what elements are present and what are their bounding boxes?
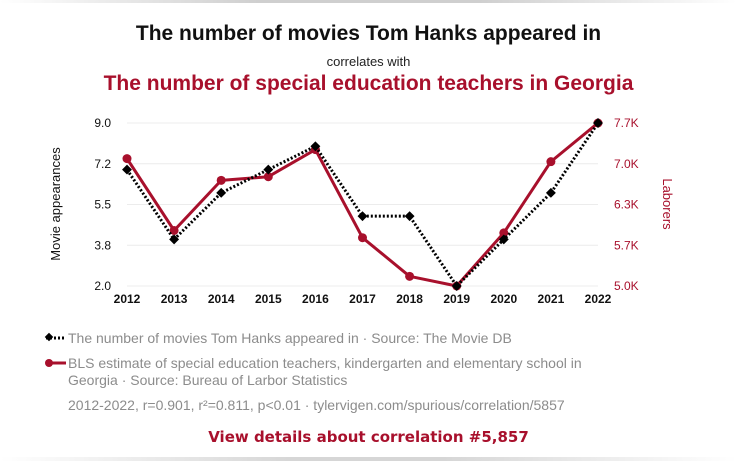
data-point-movies[interactable] <box>310 141 321 152</box>
right-tick-label: 5.0K <box>614 279 639 293</box>
right-axis-label: Laborers <box>660 178 675 230</box>
chart-grid <box>127 122 598 287</box>
left-tick-label: 3.8 <box>94 238 111 252</box>
data-point-movies[interactable] <box>263 164 274 175</box>
data-point-teachers[interactable] <box>216 175 226 185</box>
data-point-movies[interactable] <box>169 234 180 245</box>
x-tick-label: 2017 <box>349 292 376 306</box>
legend-swatch-teachers-icon <box>45 359 66 367</box>
right-tick-label: 7.7K <box>614 116 639 130</box>
x-tick-label: 2021 <box>538 292 565 306</box>
right-tick-label: 7.0K <box>614 157 639 171</box>
data-point-teachers[interactable] <box>546 157 556 167</box>
data-point-movies[interactable] <box>122 164 132 175</box>
right-axis-ticks: 7.7K 7.0K 6.3K 5.7K 5.0K <box>614 116 639 293</box>
legend-text-movies: The number of movies Tom Hanks appeared … <box>68 330 359 346</box>
correlation-stats: 2012-2022, r=0.901, r²=0.811, p<0.01 · t… <box>68 397 565 413</box>
chart-title-primary: The number of movies Tom Hanks appeared … <box>135 22 602 45</box>
x-tick-label: 2018 <box>396 292 423 306</box>
data-point-teachers[interactable] <box>405 271 415 281</box>
data-point-teachers[interactable] <box>169 225 179 235</box>
top-divider <box>0 0 737 3</box>
right-tick-label: 5.7K <box>614 238 639 252</box>
chart-title-secondary: The number of special education teachers… <box>103 72 634 95</box>
x-tick-label: 2015 <box>255 292 282 306</box>
x-tick-label: 2014 <box>208 292 235 306</box>
legend-item-movies[interactable]: The number of movies Tom Hanks appeared … <box>44 330 628 347</box>
right-tick-label: 6.3K <box>614 198 639 212</box>
left-axis-ticks: 9.0 7.2 5.5 3.8 2.0 <box>94 116 111 293</box>
left-tick-label: 5.5 <box>94 198 111 212</box>
series-area <box>122 118 603 291</box>
data-point-movies[interactable] <box>404 211 415 222</box>
data-point-teachers[interactable] <box>263 172 273 182</box>
left-axis-label: Movie appearances <box>48 147 63 261</box>
legend-source-movies: · Source: The Movie DB <box>358 330 512 346</box>
legend-item-teachers[interactable]: BLS estimate of special education teache… <box>44 355 628 389</box>
data-point-movies[interactable] <box>498 234 509 245</box>
bottom-divider <box>0 457 737 461</box>
legend-swatch-movies-icon <box>44 332 66 342</box>
data-point-movies[interactable] <box>545 187 556 198</box>
data-point-movies[interactable] <box>357 211 368 222</box>
view-details-link[interactable]: View details about correlation #5,857 <box>208 428 529 446</box>
left-tick-label: 7.2 <box>94 157 111 171</box>
data-point-movies[interactable] <box>451 281 462 291</box>
x-axis-ticks: 2012 2013 2014 2015 2016 2017 2018 2019 2020 2021… <box>114 292 612 306</box>
x-tick-label: 2012 <box>114 292 141 306</box>
correlation-chart: 9.0 7.2 5.5 3.8 2.0 7.7K 7.0K 6.3K 5.7K 5.0K 201… <box>48 116 675 306</box>
x-tick-label: 2019 <box>443 292 470 306</box>
legend-text-teachers: BLS estimate of special education teache… <box>68 355 582 388</box>
data-point-movies[interactable] <box>216 187 227 198</box>
x-tick-label: 2013 <box>161 292 188 306</box>
chart-connector-text: correlates with <box>326 54 411 69</box>
data-point-movies[interactable] <box>593 118 603 128</box>
data-point-teachers[interactable] <box>122 154 132 164</box>
legend-source-teachers: · Source: Bureau of Larbor Statistics <box>117 372 348 388</box>
x-tick-label: 2020 <box>490 292 517 306</box>
x-tick-label: 2016 <box>302 292 329 306</box>
left-tick-label: 2.0 <box>94 279 111 293</box>
left-tick-label: 9.0 <box>94 116 111 130</box>
data-point-teachers[interactable] <box>358 233 367 243</box>
series-line-movies <box>125 122 600 288</box>
x-tick-label: 2022 <box>585 292 612 306</box>
